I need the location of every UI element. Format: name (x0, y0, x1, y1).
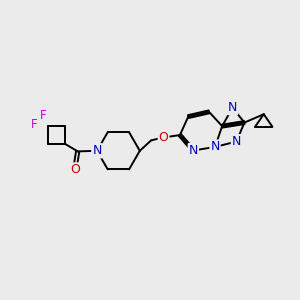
Text: F: F (31, 118, 38, 131)
Text: N: N (92, 144, 102, 157)
Text: F: F (40, 109, 46, 122)
Text: N: N (228, 101, 237, 114)
Text: N: N (189, 144, 198, 157)
Text: N: N (210, 140, 220, 153)
Text: N: N (92, 144, 102, 157)
Text: N: N (232, 135, 241, 148)
Text: O: O (70, 163, 80, 176)
Text: O: O (159, 131, 169, 144)
